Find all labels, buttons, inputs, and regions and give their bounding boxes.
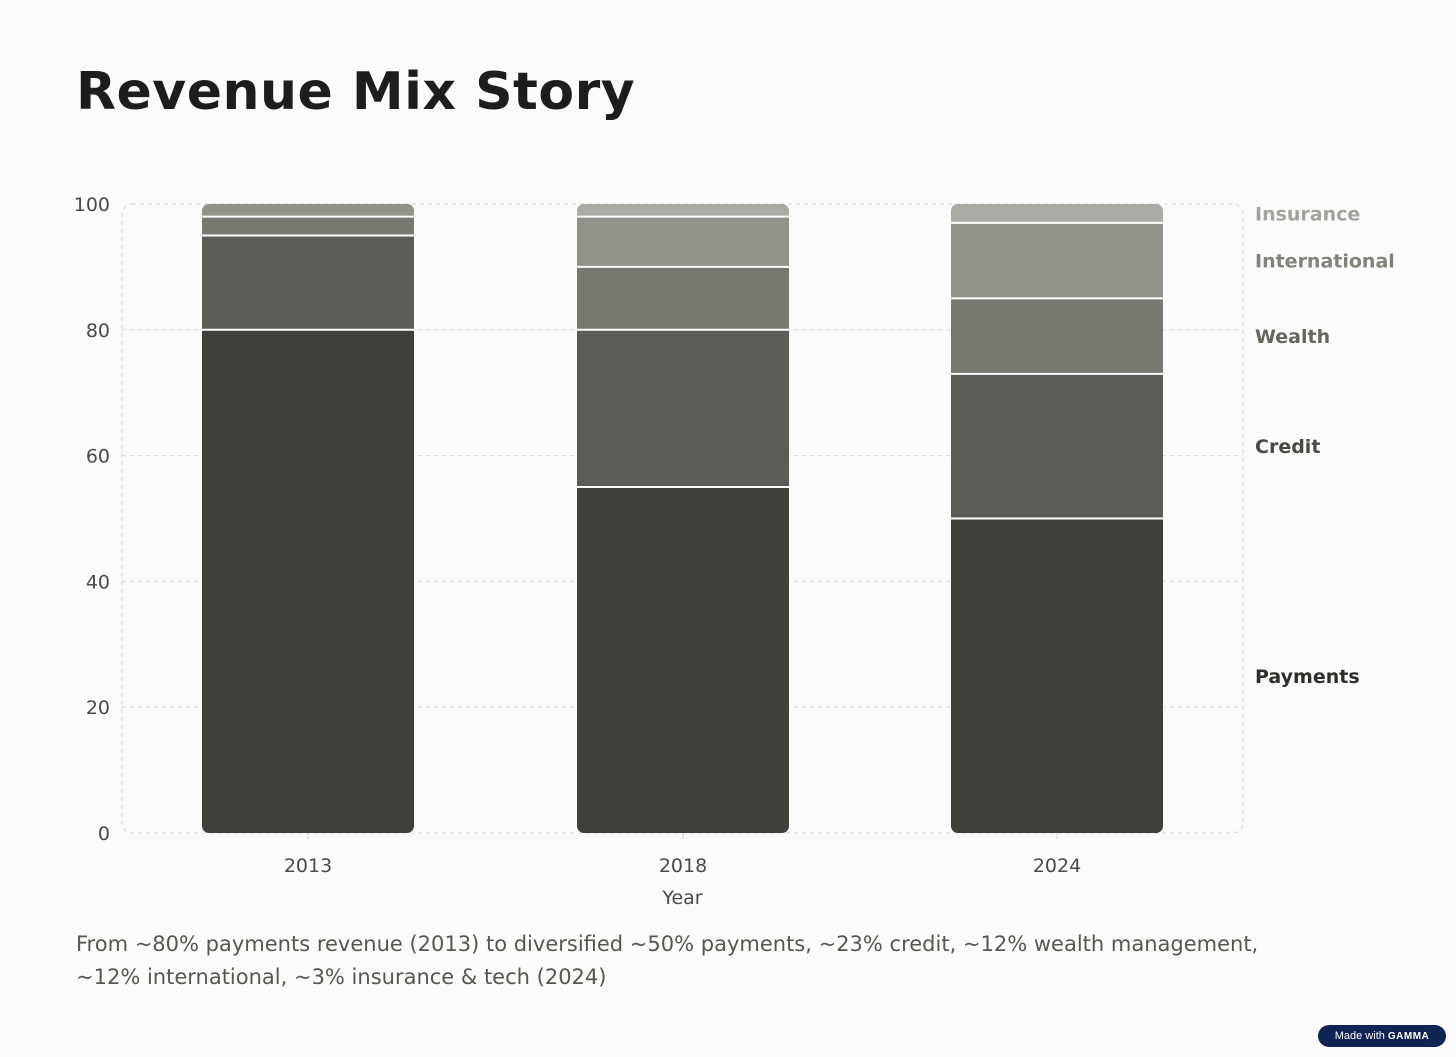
- bar-segment-payments-2013: [202, 329, 414, 833]
- x-axis-label: Year: [661, 887, 702, 909]
- bar-segment-wealth-2018: [577, 266, 789, 330]
- bar-segment-insurance-2024: [951, 204, 1163, 223]
- y-tick-label: 100: [74, 194, 110, 216]
- bar-segment-payments-2018: [577, 487, 789, 833]
- series-label-international: International: [1255, 251, 1395, 273]
- page-title: Revenue Mix Story: [76, 62, 636, 122]
- x-tick-label: 2013: [284, 855, 332, 877]
- bar-segment-international-2013: [202, 204, 414, 217]
- series-label-insurance: Insurance: [1255, 203, 1360, 225]
- bar-stack-2018: [577, 204, 789, 833]
- x-tick-label: 2018: [659, 855, 707, 877]
- bar-stack-2024: [951, 204, 1163, 833]
- bar-stack-2013: [202, 204, 414, 833]
- y-tick-label: 0: [98, 823, 110, 845]
- series-label-payments: Payments: [1255, 666, 1360, 688]
- bar-segment-credit-2018: [577, 329, 789, 488]
- bar-segment-wealth-2024: [951, 298, 1163, 374]
- series-label-wealth: Wealth: [1255, 326, 1330, 348]
- revenue-mix-chart: 0 20 40 60 80 100 2013 2018 2024 Year Payments Cred…: [74, 194, 1395, 909]
- made-with-gamma-badge[interactable]: Made with GAMMA: [1318, 1025, 1446, 1047]
- bar-segment-international-2024: [951, 222, 1163, 299]
- x-tick-label: 2024: [1033, 855, 1081, 877]
- series-label-credit: Credit: [1255, 436, 1320, 458]
- bar-segment-international-2018: [577, 216, 789, 267]
- chart-caption: From ~80% payments revenue (2013) to div…: [76, 932, 1259, 989]
- badge-prefix: Made with: [1334, 1030, 1385, 1042]
- y-tick-label: 60: [86, 446, 110, 468]
- y-tick-label: 80: [86, 320, 110, 342]
- gamma-logo: GAMMA: [1387, 1030, 1430, 1042]
- y-tick-label: 40: [86, 571, 110, 593]
- y-tick-label: 20: [86, 697, 110, 719]
- bar-segment-credit-2024: [951, 373, 1163, 519]
- bar-segment-payments-2024: [951, 518, 1163, 833]
- bar-segment-insurance-2018: [577, 204, 789, 217]
- bar-segment-credit-2013: [202, 235, 414, 330]
- bar-segment-wealth-2013: [202, 216, 414, 236]
